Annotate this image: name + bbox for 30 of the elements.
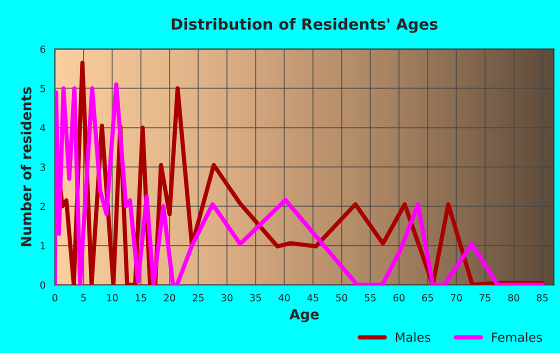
x-tick-label: 35 [250,294,261,302]
y-tick-label: 5 [40,84,46,92]
y-axis-title: Number of residents [20,87,32,246]
x-tick-label: 30 [221,294,232,302]
x-tick-label: 85 [536,294,548,302]
x-tick-label: 25 [192,294,204,302]
y-tick-label: 3 [40,163,46,171]
x-tick-label: 65 [422,294,434,302]
x-tick-label: 55 [364,294,376,302]
x-tick-label: 5 [81,294,86,302]
x-tick-label: 70 [450,294,462,302]
y-tick-label: 4 [40,124,46,132]
legend-label: Males [396,332,430,342]
x-tick-label: 20 [164,294,176,302]
x-tick-label: 40 [278,294,290,302]
x-tick-label: 45 [307,294,318,302]
x-tick-label: 75 [480,294,490,302]
y-tick-label: 2 [40,202,45,210]
x-tick-label: 80 [508,294,520,302]
legend-label: Females [492,332,542,342]
x-axis-title: Age [289,309,319,322]
chart-title: Distribution of Residents' Ages [172,18,438,33]
x-tick-label: 10 [107,294,118,302]
y-tick-label: 1 [40,242,45,250]
x-tick-label: 60 [393,294,405,302]
x-tick-label: 15 [136,294,146,302]
y-tick-label: 6 [40,46,46,53]
x-tick-label: 0 [52,294,58,302]
x-tick-label: 50 [336,294,348,302]
y-tick-label: 0 [40,281,46,289]
